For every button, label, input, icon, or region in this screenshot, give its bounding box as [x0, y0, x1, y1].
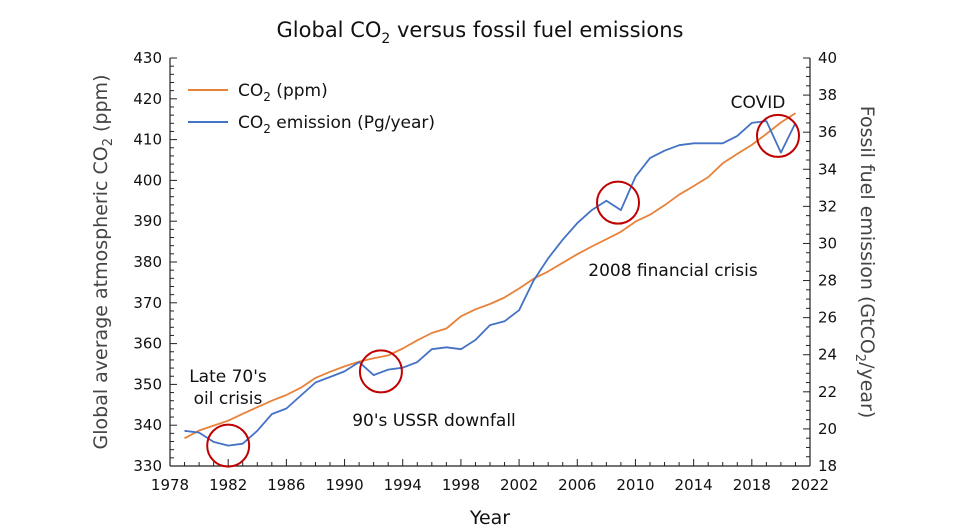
y-tick-label: 390 [133, 212, 162, 230]
y2-tick-label: 38 [818, 86, 837, 104]
x-tick-label: 2022 [791, 476, 829, 494]
ticks-layer: 1978 1982 1986 1990 1994 1998 2002 2006 2010 2014… [133, 49, 837, 494]
x-tick-label: 1978 [151, 476, 189, 494]
x-tick-label: 1986 [267, 476, 305, 494]
y2-tick-label: 32 [818, 197, 837, 215]
y2-axis-title: Fossil fuel emission (GtCO2/year) [852, 106, 878, 419]
y-tick-label: 410 [133, 131, 162, 149]
y-tick-label: 340 [133, 416, 162, 434]
y-tick-label: 430 [133, 49, 162, 67]
y-tick-label: 400 [133, 171, 162, 189]
y2-tick-label: 36 [818, 123, 837, 141]
y-tick-label: 360 [133, 335, 162, 353]
y2-tick-label: 20 [818, 420, 837, 438]
y2-tick-label: 28 [818, 272, 837, 290]
x-tick-label: 2014 [675, 476, 713, 494]
series-line-co2-emission [184, 120, 797, 447]
event-circle [358, 349, 403, 394]
event-label: Late 70's [189, 367, 267, 387]
y2-tick-label: 40 [818, 49, 837, 67]
y-tick-label: 330 [133, 457, 162, 475]
event-label: 90's USSR downfall [352, 411, 516, 431]
event-circle [206, 423, 251, 468]
x-tick-label: 2018 [733, 476, 771, 494]
y2-tick-label: 24 [818, 346, 837, 364]
series-layer [184, 112, 797, 447]
x-tick-label: 1982 [209, 476, 247, 494]
x-tick-label: 2006 [558, 476, 596, 494]
x-axis-title: Year [469, 507, 510, 529]
x-tick-label: 1994 [384, 476, 422, 494]
y-tick-label: 420 [133, 90, 162, 108]
y-tick-label: 350 [133, 375, 162, 393]
y2-tick-label: 26 [818, 309, 837, 327]
y2-tick-label: 18 [818, 457, 837, 475]
y-tick-label: 370 [133, 294, 162, 312]
x-tick-label: 1998 [442, 476, 480, 494]
y-axis-title: Global average atmospheric CO2 (ppm) [90, 75, 116, 450]
legend-label-co2-ppm: CO2 (ppm) [238, 81, 328, 104]
x-tick-label: 2010 [616, 476, 654, 494]
event-label: 2008 financial crisis [588, 261, 758, 281]
y2-tick-label: 30 [818, 234, 837, 252]
y2-tick-label: 34 [818, 160, 837, 178]
event-label: COVID [731, 93, 786, 113]
chart-title: Global CO2 versus fossil fuel emissions [277, 18, 684, 47]
event-circle [596, 180, 640, 225]
legend: CO2 (ppm) CO2 emission (Pg/year) [188, 81, 435, 136]
series-line-co2-ppm [184, 112, 796, 440]
x-tick-label: 1990 [325, 476, 363, 494]
x-tick-label: 2002 [500, 476, 538, 494]
y2-tick-label: 22 [818, 383, 837, 401]
legend-label-co2-emission: CO2 emission (Pg/year) [238, 113, 435, 136]
event-circle [756, 113, 800, 158]
y-tick-label: 380 [133, 253, 162, 271]
event-label: oil crisis [194, 389, 263, 409]
